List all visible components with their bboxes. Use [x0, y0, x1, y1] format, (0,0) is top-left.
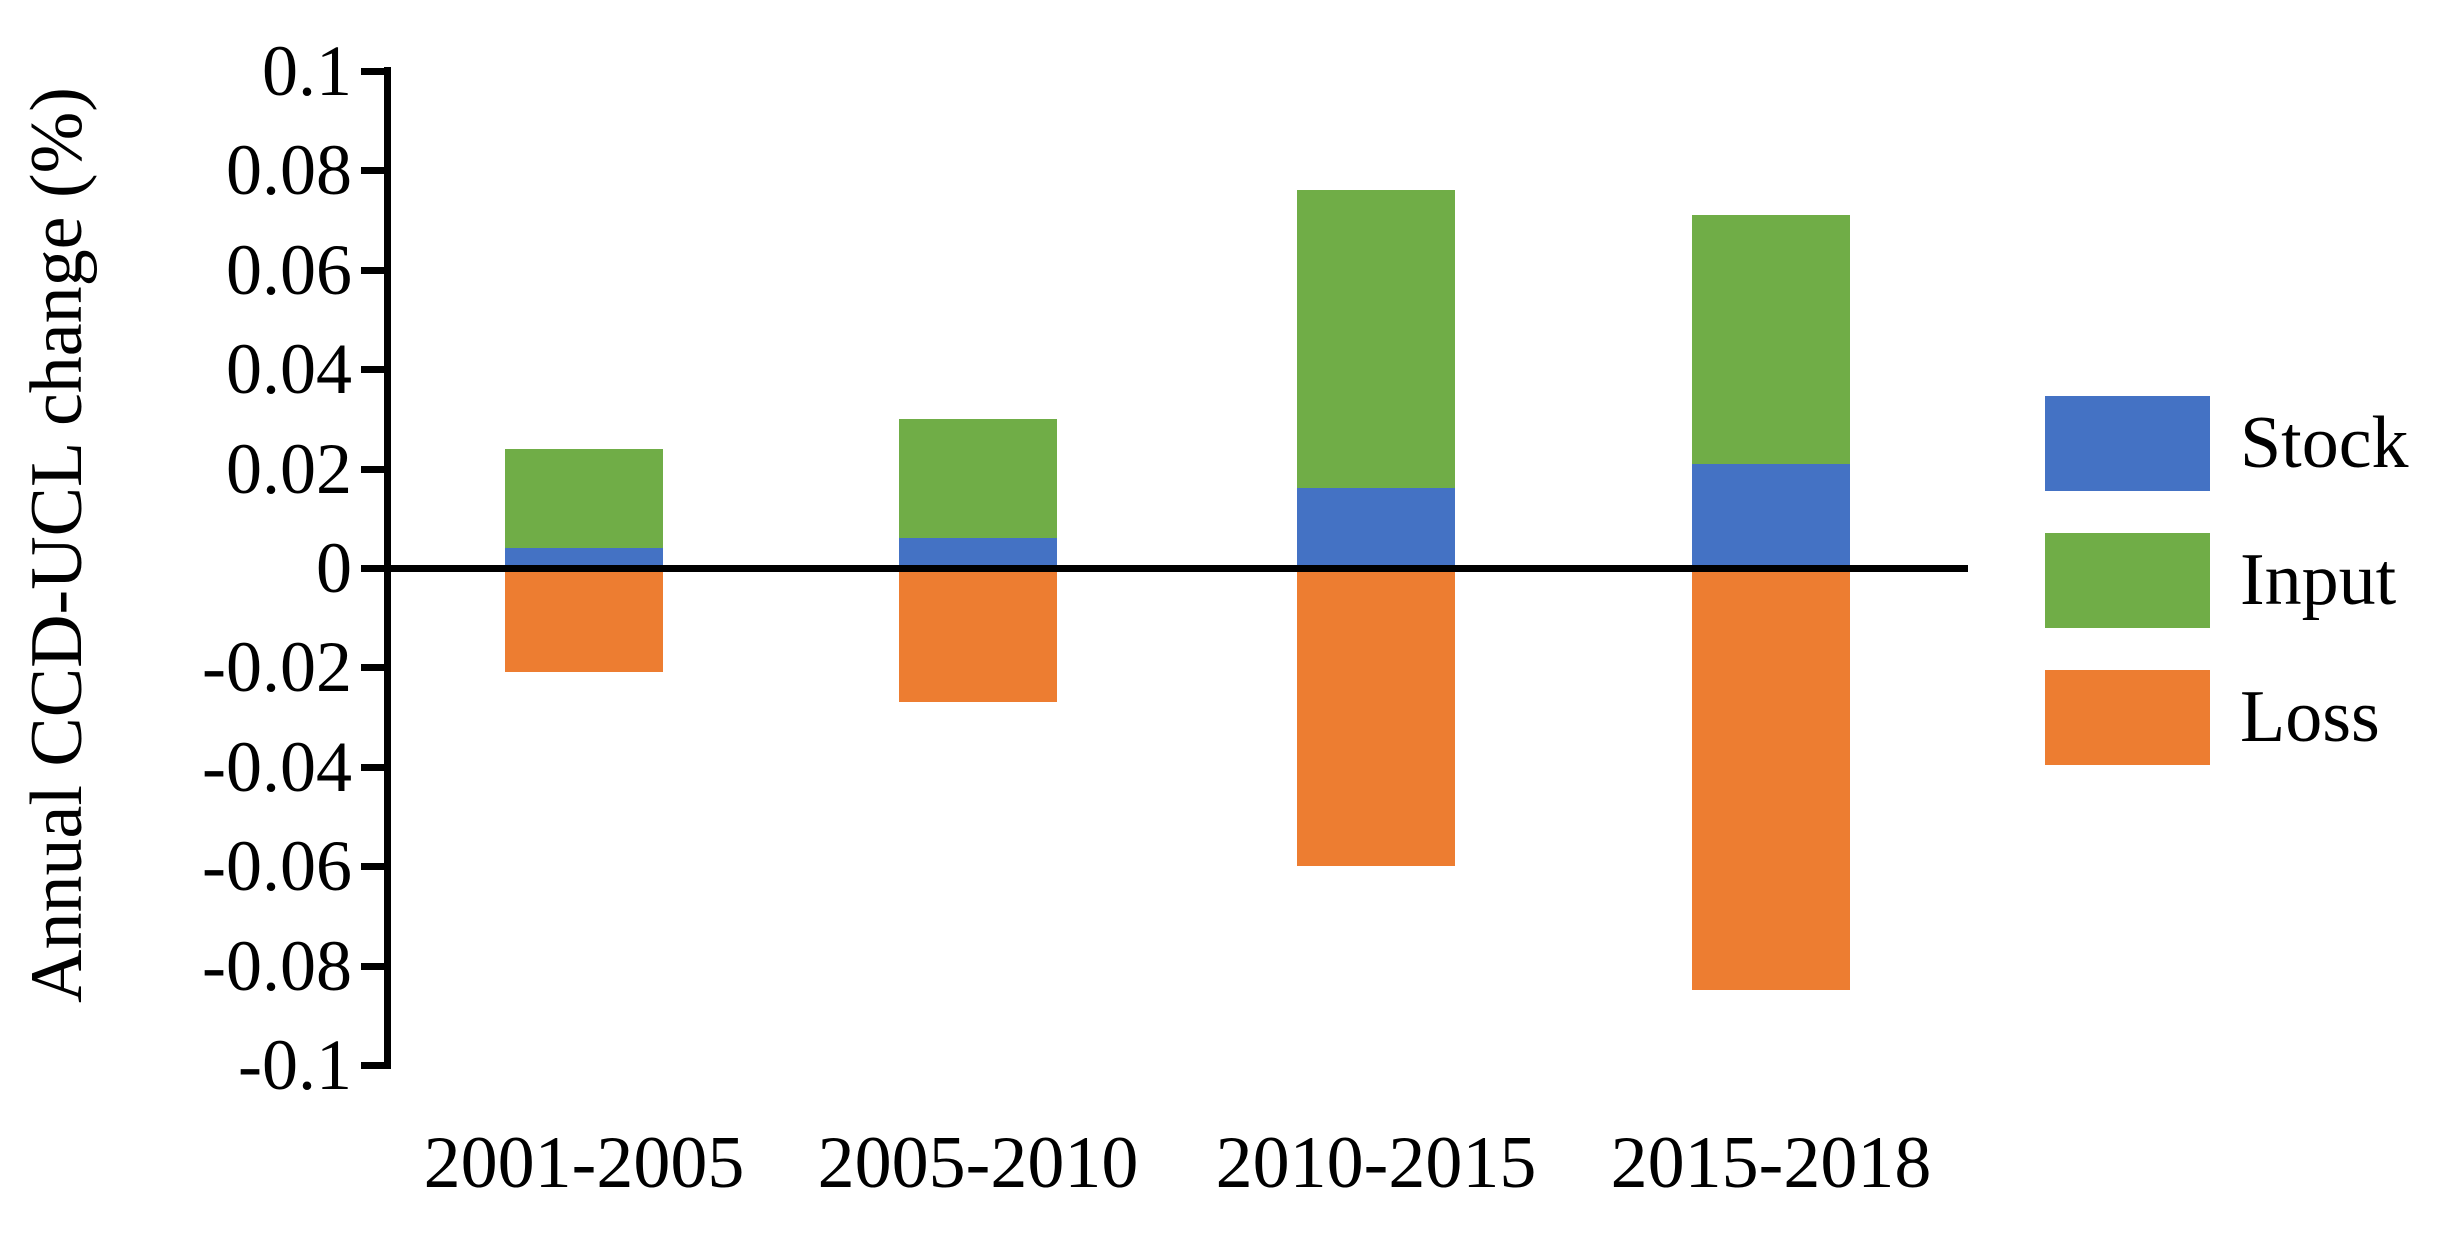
bar-segment-stock-2005-2010: [899, 538, 1057, 568]
bar-segment-input-2005-2010: [899, 418, 1057, 539]
x-axis-label: 2005-2010: [817, 1122, 1139, 1204]
bar-segment-input-2010-2015: [1297, 190, 1455, 489]
y-tick-label: 0.08: [226, 130, 352, 211]
y-tick-label: 0.1: [262, 31, 352, 111]
zero-baseline: [384, 565, 1968, 572]
y-tick-mark: [361, 763, 388, 771]
x-axis-label: 2001-2005: [423, 1122, 745, 1204]
y-tick-label: -0.02: [202, 627, 352, 708]
bar-segment-loss-2001-2005: [505, 568, 663, 673]
x-axis-label: 2010-2015: [1215, 1122, 1537, 1204]
legend-label-stock: Stock: [2240, 402, 2409, 484]
bar-segment-input-2001-2005: [505, 448, 663, 549]
legend-swatch-stock: [2045, 396, 2210, 491]
x-axis-label: 2015-2018: [1610, 1122, 1932, 1204]
y-tick-label: 0.02: [226, 428, 352, 509]
y-tick-mark: [361, 664, 388, 672]
bar-segment-input-2015-2018: [1692, 215, 1850, 464]
y-tick-mark: [361, 266, 388, 274]
y-tick-label: 0: [316, 528, 352, 608]
y-tick-mark: [361, 366, 388, 374]
y-tick-mark: [361, 465, 388, 473]
y-tick-label: -0.06: [202, 826, 352, 907]
y-tick-mark: [361, 863, 388, 871]
y-tick-mark: [361, 68, 388, 75]
y-tick-mark: [361, 167, 388, 175]
y-tick-label: 0.04: [226, 329, 352, 410]
legend-label-loss: Loss: [2240, 676, 2380, 758]
y-tick-label: -0.08: [202, 925, 352, 1006]
legend-swatch-input: [2045, 533, 2210, 628]
bar-segment-stock-2015-2018: [1692, 463, 1850, 568]
bar-segment-loss-2015-2018: [1692, 568, 1850, 991]
bar-segment-stock-2001-2005: [505, 548, 663, 568]
legend-swatch-loss: [2045, 670, 2210, 765]
bar-segment-loss-2010-2015: [1297, 568, 1455, 867]
bar-segment-loss-2005-2010: [899, 568, 1057, 703]
y-tick-mark: [361, 1062, 388, 1069]
bar-segment-stock-2010-2015: [1297, 488, 1455, 568]
y-tick-label: -0.1: [238, 1025, 352, 1105]
y-tick-label: 0.06: [226, 229, 352, 310]
y-tick-label: -0.04: [202, 726, 352, 807]
y-tick-mark: [361, 565, 388, 572]
y-tick-mark: [361, 962, 388, 970]
legend-label-input: Input: [2240, 539, 2397, 621]
